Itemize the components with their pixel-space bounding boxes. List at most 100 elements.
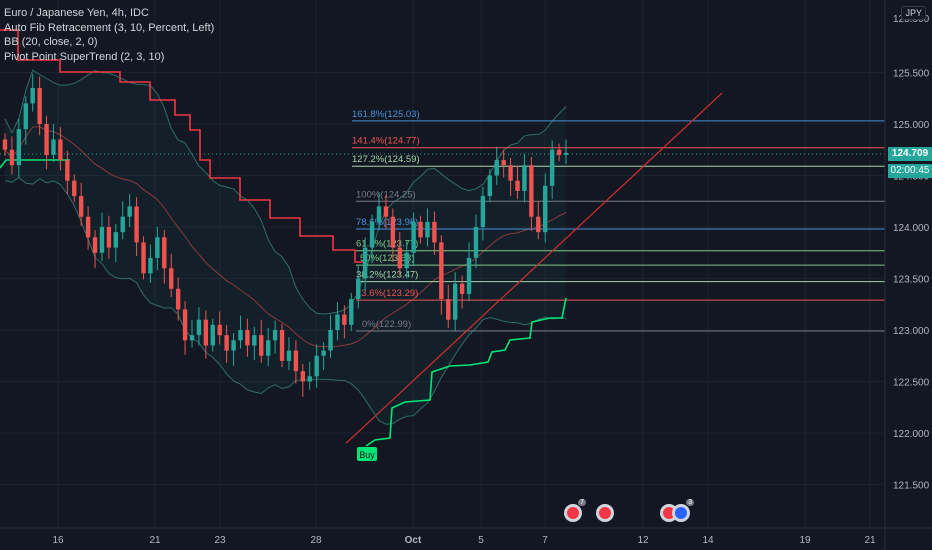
event-icon[interactable]: 3 <box>672 499 694 522</box>
candle-body <box>536 216 541 233</box>
candle-body <box>494 160 499 176</box>
trend-line <box>345 92 723 444</box>
price-tick-label: 121.500 <box>893 481 930 492</box>
supertrend-up-line <box>0 159 70 169</box>
candle-body <box>259 335 264 356</box>
candle-body <box>37 87 42 124</box>
candle-body <box>563 152 569 155</box>
fib-level-label: 127.2%(124.59) <box>352 154 420 165</box>
candle-body <box>9 149 15 166</box>
time-axis: 16 21 23 28 Oct 5 7 12 14 19 21 <box>0 527 932 546</box>
candle-body <box>265 340 271 356</box>
candle-body <box>480 196 486 227</box>
candle-body <box>369 221 375 248</box>
fib-level-label: 141.4%(124.77) <box>352 136 420 147</box>
candle-body <box>2 139 8 150</box>
candle-body <box>169 268 174 289</box>
indicator-supertrend[interactable]: Pivot Point SuperTrend (2, 3, 10) <box>4 50 165 63</box>
candle-body <box>113 232 119 248</box>
price-tick-label: 123.000 <box>893 326 930 337</box>
time-tick-label: 16 <box>52 535 64 546</box>
price-tick-label: 122.000 <box>893 429 930 440</box>
candle-body <box>175 288 181 310</box>
candle-body <box>231 340 236 351</box>
candle-body <box>342 314 347 325</box>
fib-level-label: 38.2%(123.47) <box>356 270 418 281</box>
candle-body <box>16 129 22 166</box>
candle-body <box>78 196 84 217</box>
candle-body <box>134 206 139 243</box>
indicator-fib[interactable]: Auto Fib Retracement (3, 10, Percent, Le… <box>4 21 215 34</box>
fib-level-label: 100%(124.25) <box>356 189 416 200</box>
fib-level-label: 161.8%(125.03) <box>352 109 420 120</box>
candle-body <box>30 87 35 104</box>
candle-body <box>452 283 458 320</box>
bb-basis <box>4 126 567 348</box>
candle-body <box>217 324 222 336</box>
candle-body <box>383 206 389 217</box>
candle-body <box>543 185 548 233</box>
candle-body <box>362 247 368 279</box>
candle-body <box>210 324 215 346</box>
currency-label[interactable]: JPY <box>901 6 926 20</box>
candle-body <box>51 139 56 155</box>
candle-body <box>439 242 444 300</box>
candle-body <box>58 139 63 161</box>
fib-level-label: 0%(122.99) <box>362 319 411 330</box>
candle-body <box>515 180 520 191</box>
price-tick-label: 124.000 <box>893 223 930 234</box>
candle-body <box>487 175 493 197</box>
candle-body <box>189 335 195 341</box>
buy-signal-label: Buy <box>359 450 375 460</box>
buy-signal-label-bg <box>357 447 377 461</box>
fib-level-label: 61.8%(123.77) <box>356 239 418 250</box>
candle-body <box>501 160 506 166</box>
candle-body <box>446 299 451 320</box>
candle-body <box>203 319 209 346</box>
time-tick-label: 23 <box>214 535 226 546</box>
candle-body <box>196 319 202 336</box>
candle-body <box>224 335 229 351</box>
candle-body <box>335 314 340 330</box>
candle-body <box>162 237 167 269</box>
candle-body <box>314 355 319 377</box>
fib-level-label: 78.6%(123.98) <box>356 217 418 228</box>
time-tick-label: 5 <box>478 535 484 546</box>
bollinger-bands <box>4 69 567 425</box>
candle-body <box>65 160 70 181</box>
price-tick-label: 122.500 <box>893 378 930 389</box>
candle-body <box>404 252 409 269</box>
last-price-badge: 124.709 <box>888 147 932 161</box>
candle-body <box>508 165 513 181</box>
supertrend: Buy <box>0 29 567 461</box>
time-tick-label: Oct <box>405 535 422 546</box>
candle-body <box>418 221 423 238</box>
candle-body <box>155 237 160 258</box>
fib-level-label: 23.6%(123.29) <box>356 288 418 299</box>
candle-body <box>141 242 146 274</box>
bb-fill <box>5 70 566 425</box>
time-tick-label: 12 <box>637 535 649 546</box>
symbol-title[interactable]: Euro / Japanese Yen, 4h, IDC <box>4 7 149 19</box>
supertrend-down-line <box>0 29 365 263</box>
candle-body <box>293 350 299 372</box>
time-tick-label: 28 <box>310 535 322 546</box>
bar-timer-badge: 02:00:45 <box>888 164 932 178</box>
indicator-bb[interactable]: BB (20, close, 2, 0) <box>4 36 98 48</box>
candle-body <box>148 257 153 274</box>
bb-lower <box>4 176 567 425</box>
event-icon[interactable] <box>596 504 614 522</box>
candle-body <box>106 227 112 248</box>
candle-body <box>376 206 382 222</box>
candle-body <box>238 330 243 341</box>
candle-body <box>397 247 402 269</box>
chart-legend: Euro / Japanese Yen, 4h, IDC Auto Fib Re… <box>4 6 214 64</box>
candle-body <box>72 180 77 197</box>
event-icon[interactable]: 7 <box>564 499 586 522</box>
time-tick-label: 21 <box>149 535 161 546</box>
candle-body <box>182 309 188 341</box>
price-axis: 125.500125.000124.500124.000123.500123.0… <box>884 0 930 550</box>
candle-body <box>390 216 396 248</box>
price-tick-label: 125.500 <box>893 69 930 80</box>
